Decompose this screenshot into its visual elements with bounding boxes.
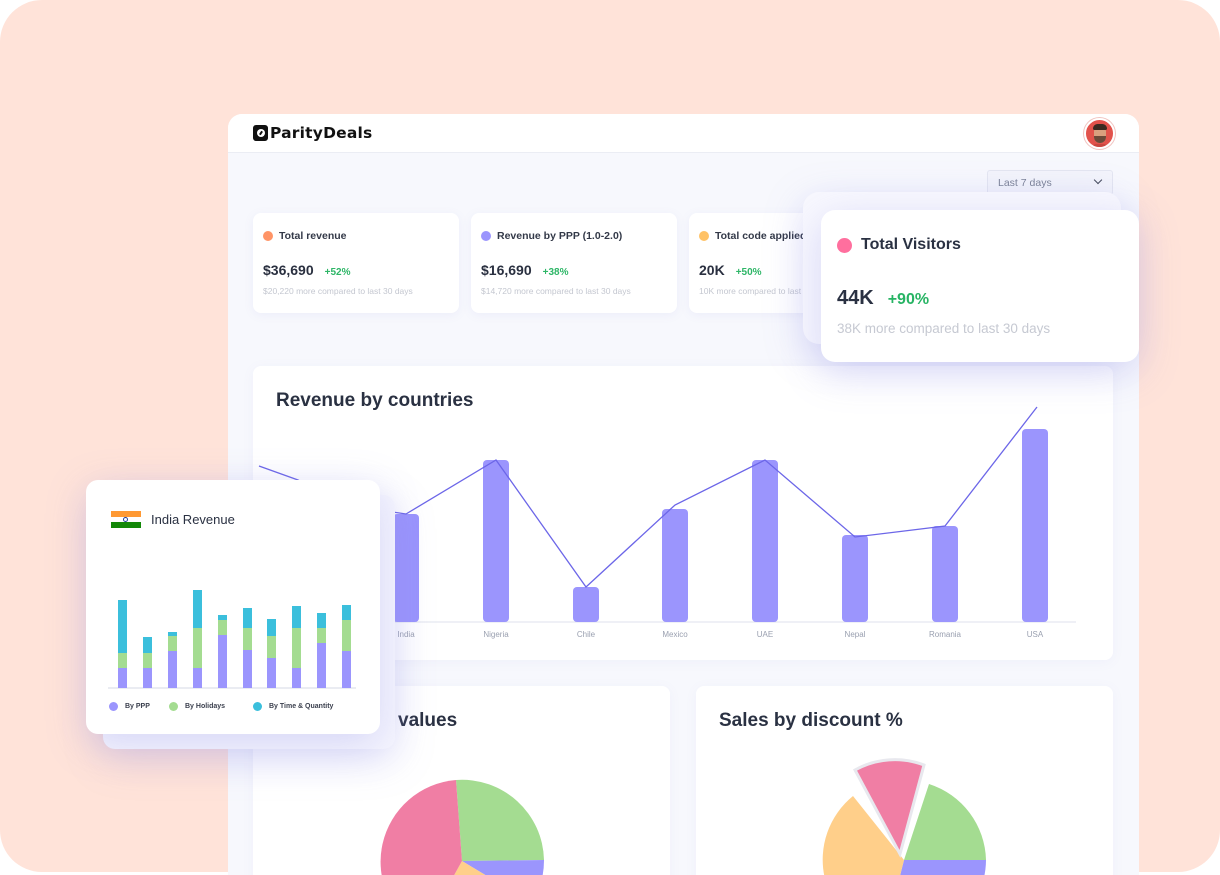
dot-icon bbox=[699, 231, 709, 241]
chevron-down-icon bbox=[1093, 175, 1103, 185]
stat-title: Total revenue bbox=[279, 230, 347, 242]
stat-card-revenue-ppp: Revenue by PPP (1.0-2.0) $16,690 +38% $14… bbox=[471, 213, 677, 313]
dot-icon bbox=[263, 231, 273, 241]
india-revenue-title: India Revenue bbox=[151, 512, 235, 527]
x-label-nigeria: Nigeria bbox=[483, 630, 509, 639]
legend-label: By Holidays bbox=[185, 703, 226, 710]
stat-value: $16,690 bbox=[481, 262, 532, 278]
x-label-usa: USA bbox=[1027, 630, 1044, 639]
visitors-change: +90% bbox=[887, 291, 930, 308]
legend-dot-icon bbox=[169, 702, 178, 711]
stat-change: +52% bbox=[324, 267, 351, 278]
sales-by-discount-pie-chart bbox=[822, 758, 986, 875]
panel-title: Sales by discount % bbox=[719, 710, 903, 731]
india-revenue-legend: By PPP By Holidays By Time & Quantity bbox=[109, 702, 333, 711]
x-label-nepal: Nepal bbox=[845, 630, 866, 639]
bar-uae bbox=[752, 460, 778, 622]
legend-dot-icon bbox=[253, 702, 262, 711]
bar-nigeria bbox=[483, 460, 509, 622]
legend-label: By PPP bbox=[125, 703, 150, 710]
x-label-mexico: Mexico bbox=[662, 630, 688, 639]
panel-title: Revenue by countries bbox=[276, 390, 474, 411]
logo-icon bbox=[253, 125, 268, 141]
stat-change: +50% bbox=[735, 267, 762, 278]
brand-name: ParityDeals bbox=[270, 124, 373, 142]
stat-subtext: $20,220 more compared to last 30 days bbox=[263, 286, 413, 296]
x-label-romania: Romania bbox=[929, 630, 962, 639]
values-pie-chart bbox=[380, 779, 545, 875]
date-range-select[interactable]: Last 7 days bbox=[987, 170, 1113, 195]
date-range-value: Last 7 days bbox=[998, 176, 1052, 189]
bar-romania bbox=[932, 526, 958, 622]
visitors-value: 44K bbox=[837, 287, 874, 309]
stat-value: 20K bbox=[699, 262, 725, 278]
legend-dot-icon bbox=[109, 702, 118, 711]
india-revenue-stacked-chart bbox=[108, 590, 356, 689]
x-label-india: India bbox=[397, 630, 415, 639]
total-visitors-card: Total Visitors 44K +90% 38K more compared… bbox=[821, 210, 1139, 362]
india-flag-icon bbox=[111, 511, 141, 529]
bar-india bbox=[393, 514, 419, 622]
bar-usa bbox=[1022, 429, 1048, 622]
india-revenue-card: India Revenue By PPP By Holidays By Time… bbox=[86, 480, 380, 734]
logo[interactable]: ParityDeals bbox=[253, 124, 372, 142]
sales-by-discount-panel: Sales by discount % bbox=[696, 686, 1113, 875]
visitors-subtext: 38K more compared to last 30 days bbox=[837, 321, 1051, 336]
bar-nepal bbox=[842, 535, 868, 622]
avatar[interactable] bbox=[1084, 118, 1115, 149]
dot-icon bbox=[481, 231, 491, 241]
stat-value: $36,690 bbox=[263, 262, 314, 278]
x-label-uae: UAE bbox=[757, 630, 773, 639]
bar-mexico bbox=[662, 509, 688, 622]
stat-card-total-revenue: Total revenue $36,690 +52% $20,220 more c… bbox=[253, 213, 459, 313]
stat-change: +38% bbox=[542, 267, 569, 278]
panel-title: values bbox=[398, 710, 458, 731]
legend-label: By Time & Quantity bbox=[269, 703, 334, 710]
stat-subtext: $14,720 more compared to last 30 days bbox=[481, 286, 631, 296]
revenue-by-countries-panel: Revenue by countries India Nigeria Chile… bbox=[253, 366, 1113, 660]
dot-icon bbox=[837, 237, 852, 253]
stat-subtext: 10K more compared to last 30 days bbox=[699, 286, 834, 296]
bar-chile bbox=[573, 587, 599, 622]
top-bar: ParityDeals bbox=[228, 114, 1139, 153]
x-label-chile: Chile bbox=[577, 630, 596, 639]
stat-title: Total code applied bbox=[715, 230, 807, 242]
revenue-by-countries-chart: India Nigeria Chile Mexico UAE Nepal Rom… bbox=[258, 406, 1076, 639]
visitors-title: Total Visitors bbox=[861, 236, 961, 253]
stat-title: Revenue by PPP (1.0-2.0) bbox=[497, 230, 623, 242]
